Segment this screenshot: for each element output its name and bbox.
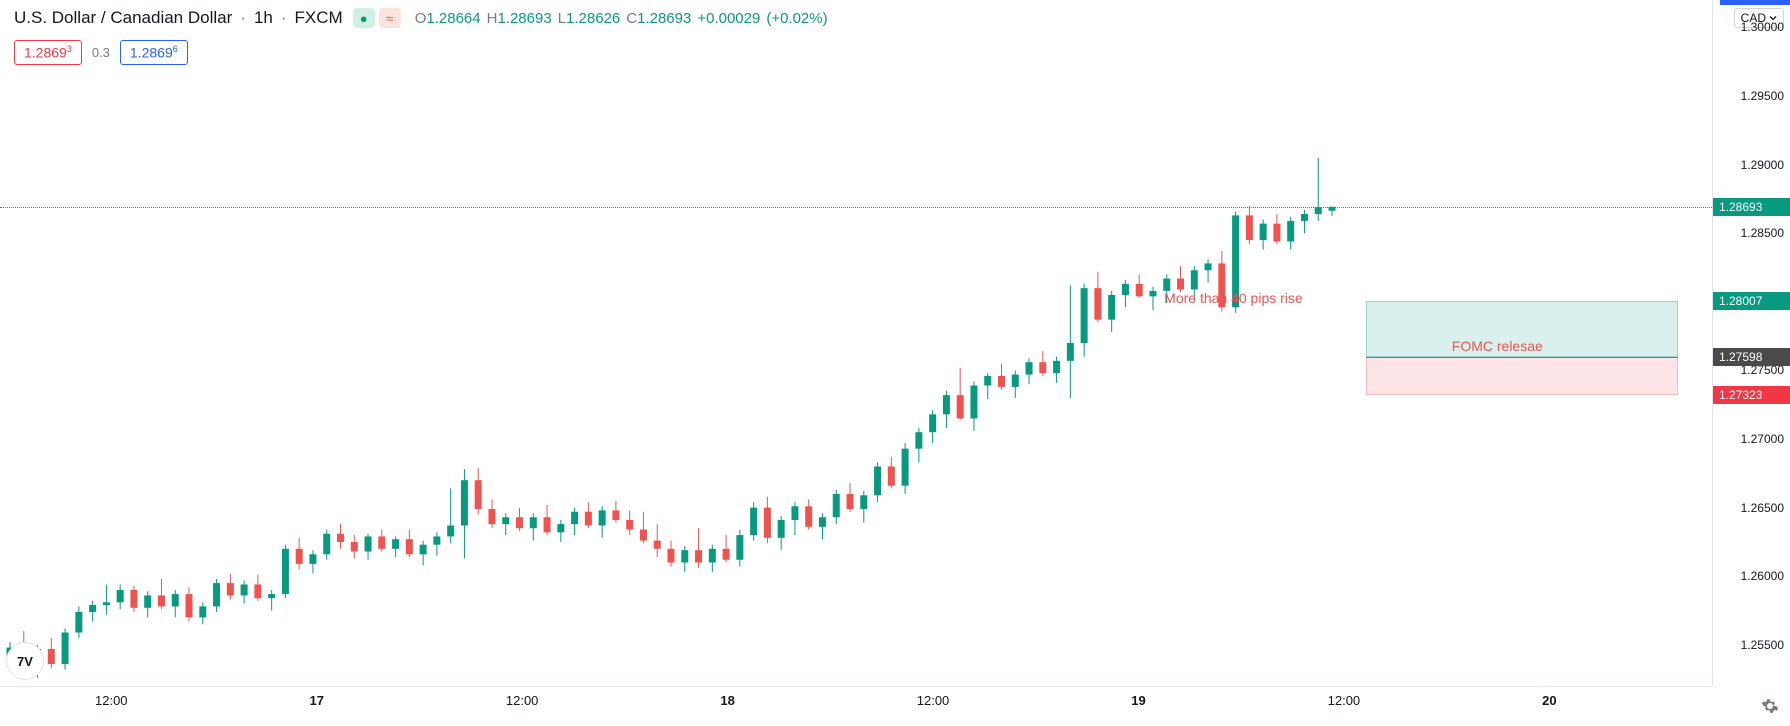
price-tick: 1.27000 bbox=[1741, 432, 1784, 446]
price-tick: 1.26000 bbox=[1741, 569, 1784, 583]
price-tick: 1.28500 bbox=[1741, 226, 1784, 240]
price-tick: 1.26500 bbox=[1741, 501, 1784, 515]
tradingview-logo[interactable]: 7V bbox=[6, 642, 44, 680]
time-tick: 12:00 bbox=[506, 693, 539, 708]
price-tag: 1.27598 bbox=[1713, 348, 1790, 366]
time-tick: 17 bbox=[309, 693, 323, 708]
chart-area[interactable]: More than 40 pips rise FOMC relesae bbox=[0, 0, 1712, 686]
price-tag: 1.28693 bbox=[1713, 198, 1790, 216]
time-tick: 19 bbox=[1131, 693, 1145, 708]
settings-button[interactable] bbox=[1756, 692, 1784, 720]
price-tag: 1.27323 bbox=[1713, 386, 1790, 404]
last-price-line bbox=[0, 207, 1712, 208]
price-tick: 1.25500 bbox=[1741, 638, 1784, 652]
time-tick: 12:00 bbox=[95, 693, 128, 708]
price-tick: 1.30000 bbox=[1741, 20, 1784, 34]
time-tick: 18 bbox=[720, 693, 734, 708]
price-tick: 1.29000 bbox=[1741, 158, 1784, 172]
entry-line bbox=[1366, 357, 1678, 358]
stop-loss-zone[interactable] bbox=[1366, 357, 1678, 395]
time-tick: 12:00 bbox=[917, 693, 950, 708]
time-tick: 20 bbox=[1542, 693, 1556, 708]
price-axis[interactable]: CAD 1.300001.295001.290001.285001.280001… bbox=[1712, 0, 1790, 686]
chart-annotation[interactable]: FOMC relesae bbox=[1452, 338, 1543, 354]
price-tick: 1.29500 bbox=[1741, 89, 1784, 103]
gear-icon bbox=[1761, 697, 1779, 715]
price-tag: 1.28007 bbox=[1713, 292, 1790, 310]
time-tick: 12:00 bbox=[1328, 693, 1361, 708]
time-axis[interactable]: 12:00 17 12:00 18 12:00 19 12:00 20 bbox=[0, 686, 1712, 726]
chart-annotation[interactable]: More than 40 pips rise bbox=[1164, 290, 1303, 306]
